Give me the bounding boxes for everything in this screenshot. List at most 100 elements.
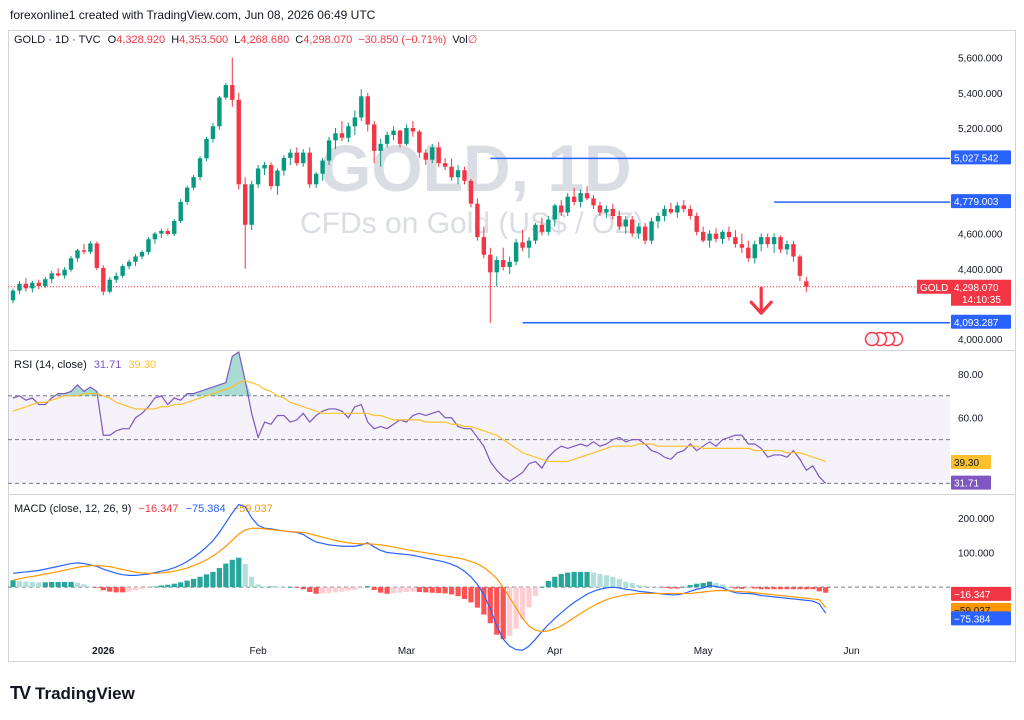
rsi-axis-tick-label: 80.00 xyxy=(958,370,983,381)
candle-body xyxy=(288,152,293,158)
candle-body xyxy=(107,279,112,292)
candle-body xyxy=(468,180,474,204)
macd-histogram-bar xyxy=(636,585,642,588)
rsi-legend[interactable]: RSI (14, close) 31.71 39.30 xyxy=(14,359,156,371)
macd-histogram-bar xyxy=(668,587,674,589)
macd-histogram-bar xyxy=(81,584,87,588)
time-axis-tick-label: May xyxy=(694,646,713,657)
macd-histogram-bar xyxy=(784,587,790,590)
rsi-line xyxy=(12,351,827,484)
macd-histogram-bar xyxy=(300,587,306,590)
candle-body xyxy=(397,130,403,144)
macd-histogram-bar xyxy=(307,587,313,593)
macd-histogram-bar xyxy=(68,581,74,588)
macd-histogram-bar xyxy=(126,587,132,592)
macd-histogram-bar xyxy=(681,587,687,588)
macd-histogram-bar xyxy=(610,576,616,588)
macd-histogram-bar xyxy=(590,572,597,588)
chart-caption: forexonline1 created with TradingView.co… xyxy=(10,8,376,22)
macd-histogram-bar xyxy=(384,587,390,594)
time-axis-tick-label: Mar xyxy=(398,646,416,657)
candle-body xyxy=(88,243,93,252)
candle-body xyxy=(455,170,461,178)
candle-body xyxy=(726,231,732,238)
candle-body xyxy=(636,226,641,234)
macd-histogram-bar xyxy=(494,587,500,635)
rsi-value: 31.71 xyxy=(93,359,122,371)
candle-body xyxy=(571,196,577,202)
candle-body xyxy=(630,219,635,234)
symbol-name[interactable]: GOLD · 1D · TVC xyxy=(14,34,101,46)
horizontal-level-label: 4,093.287 xyxy=(954,318,999,329)
candle-body xyxy=(475,203,480,238)
candle-body xyxy=(217,97,222,127)
macd-histogram-bar xyxy=(294,587,300,588)
macd-histogram-bar xyxy=(416,587,422,593)
candle-body xyxy=(604,208,609,213)
symbol-legend[interactable]: GOLD · 1D · TVC O4,328.920 H4,353.500 L4… xyxy=(14,33,477,46)
pane-separator xyxy=(8,350,1016,351)
volume-value: ∅ xyxy=(467,34,478,46)
candle-body xyxy=(804,281,809,287)
candle-body xyxy=(623,219,628,227)
macd-histogram-bar xyxy=(790,587,797,590)
time-axis-tick-label: 2026 xyxy=(92,646,115,657)
macd-histogram-bar xyxy=(507,587,513,636)
macd-histogram-bar xyxy=(42,582,48,588)
macd-histogram-bar xyxy=(320,587,326,594)
candle-body xyxy=(184,187,190,202)
macd-histogram-bar xyxy=(500,587,506,640)
candle-body xyxy=(359,96,364,118)
candle-body xyxy=(494,260,499,273)
tradingview-brand[interactable]: TV TradingView xyxy=(10,683,135,704)
macd-histogram-bar xyxy=(178,582,184,588)
macd-histogram-bar xyxy=(661,587,668,588)
candle-body xyxy=(739,244,745,248)
low-label: L xyxy=(234,34,241,46)
horizontal-level-label-bg xyxy=(951,150,1011,165)
countdown-label: 14:10:35 xyxy=(962,295,1001,306)
rsi-ma-value-label: 39.30 xyxy=(954,458,979,469)
candle-body xyxy=(436,147,441,164)
candle-body xyxy=(391,130,396,136)
candle-body xyxy=(771,237,777,245)
candle-body xyxy=(410,128,416,132)
candle-body xyxy=(507,261,512,268)
candle-body xyxy=(449,166,454,178)
macd-histogram-bar xyxy=(468,587,474,603)
macd-histogram-bar xyxy=(707,581,713,588)
candle-body xyxy=(559,205,564,213)
macd-histogram-bar xyxy=(94,587,100,588)
candle-body xyxy=(68,258,74,270)
macd-histogram-bar xyxy=(545,580,551,588)
candle-body xyxy=(384,135,390,144)
macd-histogram-bar xyxy=(229,559,235,588)
symbol-tag-bg xyxy=(917,279,951,294)
down-arrow-icon xyxy=(749,286,773,315)
macd-histogram-bar xyxy=(358,587,364,589)
macd-histogram-bar xyxy=(261,586,268,588)
candle-body xyxy=(23,283,29,289)
candle-body xyxy=(681,205,686,209)
current-price-label-bg xyxy=(951,279,1011,306)
macd-histogram-bar xyxy=(449,587,455,595)
candle-body xyxy=(778,237,783,250)
macd-histogram-bar xyxy=(100,587,106,591)
candle-body xyxy=(513,242,519,262)
candle-body xyxy=(81,250,87,252)
macd-histogram-bar xyxy=(629,583,635,588)
candle-body xyxy=(43,279,48,287)
macd-histogram-bar xyxy=(578,571,584,588)
watermark-title: GOLD, 1D xyxy=(320,131,632,205)
macd-histogram-bar xyxy=(642,585,648,588)
candle-body xyxy=(752,244,757,259)
macd-histogram-bar xyxy=(700,583,706,588)
open-label: O xyxy=(107,34,117,46)
rsi-overbought-fill xyxy=(238,352,246,396)
macd-histogram-bar xyxy=(687,585,693,588)
candle-body xyxy=(133,256,138,262)
open-value: 4,328.920 xyxy=(116,34,166,46)
candle-body xyxy=(30,282,35,289)
macd-line xyxy=(12,503,827,651)
